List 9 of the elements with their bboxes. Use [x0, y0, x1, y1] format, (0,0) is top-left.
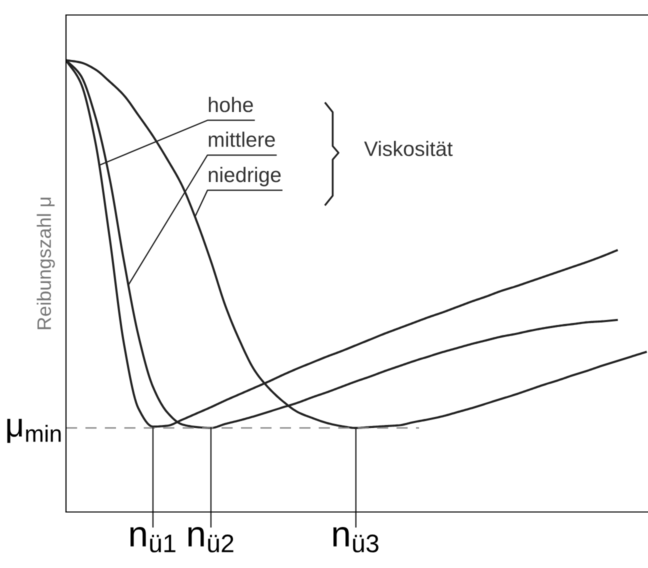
- annotation: niedrige: [208, 166, 281, 186]
- annotation: Viskosität: [364, 140, 453, 156]
- ref-line-label: μ$_{min}$: [7, 418, 61, 443]
- annotation: hohe: [208, 96, 253, 112]
- annotation: mittlere: [208, 132, 275, 147]
- x-tick-label: n$_{ü1}$: [130, 527, 176, 552]
- x-tick-label: n$_{ü2}$: [188, 527, 234, 552]
- y-axis-title: Reibungszahl μ: [36, 198, 55, 330]
- x-tick-label: n$_{ü3}$: [333, 527, 378, 552]
